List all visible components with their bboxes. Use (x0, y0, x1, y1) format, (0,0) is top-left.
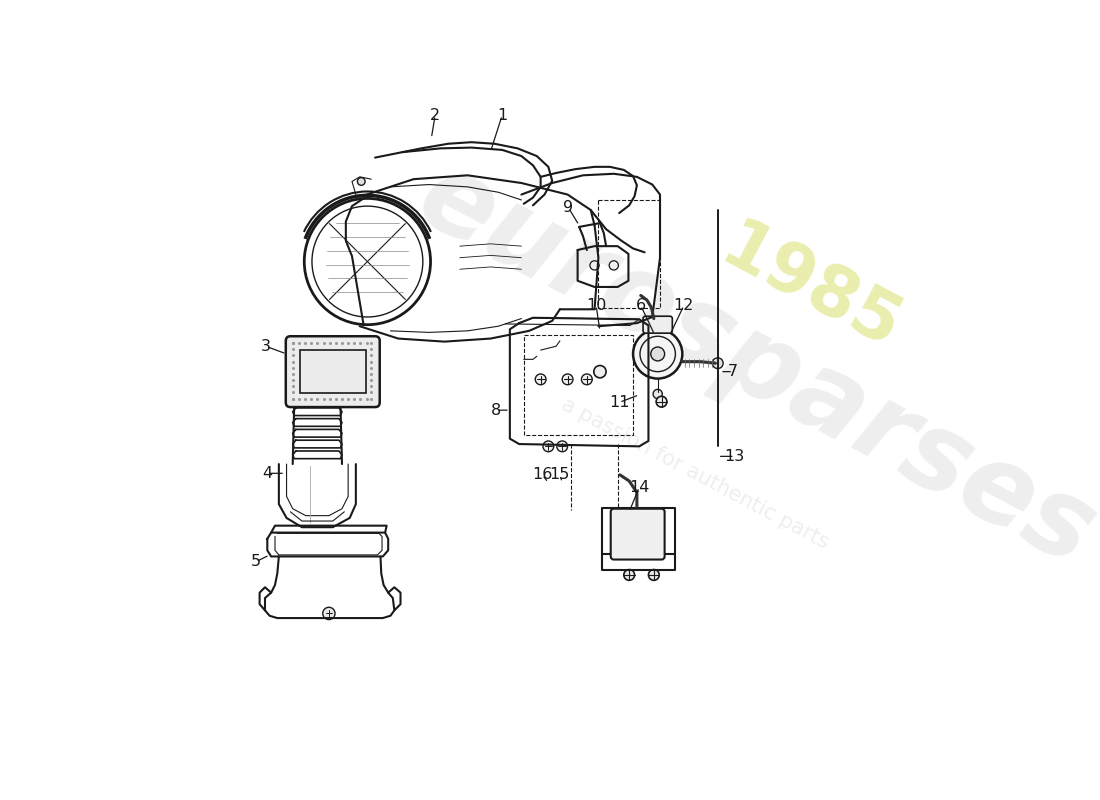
Text: eurosparses: eurosparses (400, 142, 1100, 588)
Circle shape (562, 374, 573, 385)
Text: 13: 13 (725, 449, 745, 464)
FancyBboxPatch shape (610, 509, 664, 559)
Text: 6: 6 (636, 298, 646, 313)
Bar (299, 350, 366, 394)
Text: a passion for authentic parts: a passion for authentic parts (558, 394, 832, 553)
Text: 1: 1 (497, 108, 507, 122)
Text: 7: 7 (728, 364, 738, 379)
Circle shape (653, 390, 662, 398)
Circle shape (543, 441, 553, 452)
Circle shape (358, 178, 365, 186)
Circle shape (634, 330, 682, 378)
Text: 5: 5 (251, 554, 261, 570)
Text: 15: 15 (550, 467, 570, 482)
Text: 2: 2 (430, 108, 440, 122)
Circle shape (624, 570, 635, 580)
Text: 14: 14 (629, 480, 649, 494)
Text: 11: 11 (609, 395, 629, 410)
Circle shape (594, 366, 606, 378)
Text: 1985: 1985 (710, 214, 911, 363)
Text: 8: 8 (491, 402, 502, 418)
Circle shape (649, 570, 659, 580)
Circle shape (713, 358, 723, 369)
Circle shape (557, 441, 568, 452)
Circle shape (590, 261, 600, 270)
Circle shape (651, 347, 664, 361)
Text: 3: 3 (261, 338, 271, 354)
Text: 4: 4 (262, 466, 273, 481)
Text: 16: 16 (532, 467, 552, 482)
Circle shape (322, 607, 335, 620)
FancyBboxPatch shape (286, 336, 379, 407)
Circle shape (582, 374, 592, 385)
Text: 12: 12 (673, 298, 694, 313)
Circle shape (609, 261, 618, 270)
Circle shape (656, 396, 667, 407)
Text: 10: 10 (586, 298, 606, 313)
FancyBboxPatch shape (644, 316, 672, 333)
Text: 9: 9 (563, 200, 573, 215)
Circle shape (536, 374, 546, 385)
